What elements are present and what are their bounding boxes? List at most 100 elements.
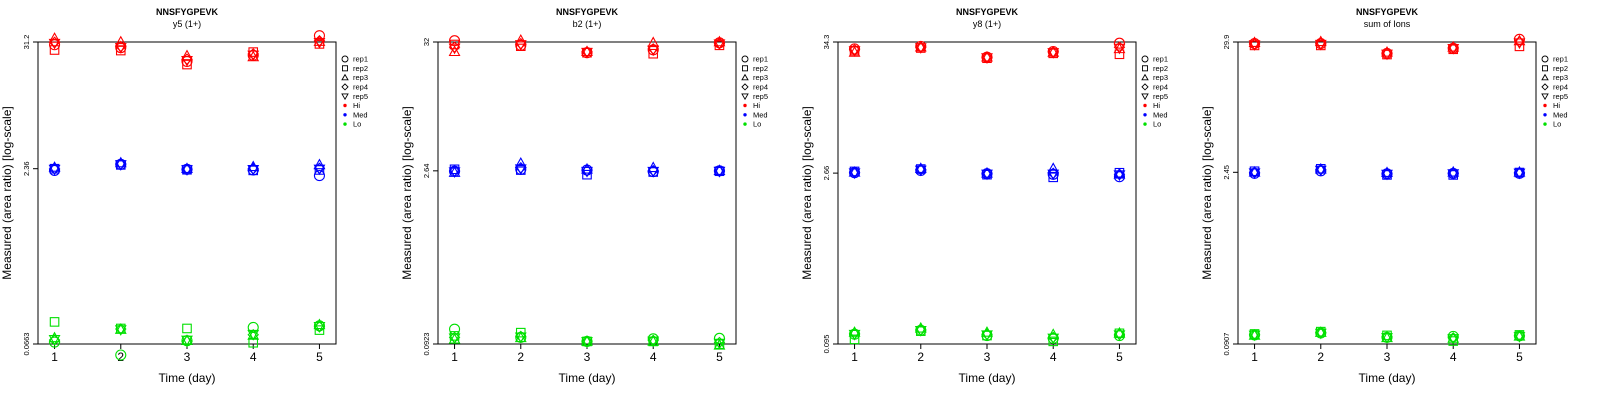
legend-marker-hi xyxy=(343,103,347,108)
data-point-hi-rep3 xyxy=(1447,40,1460,52)
data-point-med-rep3 xyxy=(181,162,193,173)
data-point-lo-rep5 xyxy=(914,326,927,337)
data-point-lo-rep2 xyxy=(314,325,325,335)
data-point-med-rep3 xyxy=(1113,167,1126,179)
legend-label-hi: Hi xyxy=(1553,101,1560,110)
data-point-med-rep5 xyxy=(1513,168,1526,180)
data-point-lo-rep2 xyxy=(49,317,60,327)
y-tick-label: 34.3 xyxy=(822,35,831,50)
legend-label-hi: Hi xyxy=(353,101,360,110)
data-point-hi-rep4 xyxy=(647,43,660,55)
plot-frame xyxy=(37,41,337,345)
data-point-lo-rep5 xyxy=(313,322,326,333)
data-point-med-rep5 xyxy=(48,164,61,176)
data-point-hi-rep5 xyxy=(1314,39,1327,51)
chart-title: NNSFYGPEVK xyxy=(1356,7,1419,17)
data-point-hi-rep5 xyxy=(514,40,527,51)
legend-label-rep5: rep5 xyxy=(1553,92,1568,101)
data-point-lo-rep5 xyxy=(647,336,660,348)
chart-subtitle: y5 (1+) xyxy=(173,19,201,29)
data-point-lo-rep3 xyxy=(1314,326,1327,337)
legend-marker-rep4 xyxy=(741,83,749,91)
y-tick-label: 0.095 xyxy=(822,335,831,354)
x-tick-label: 2 xyxy=(917,350,924,364)
data-point-med-rep5 xyxy=(313,164,326,176)
chart-panel-4: NNSFYGPEVK sum of Ions 1 2 3 4 5 Time (day) 0.09… xyxy=(1200,7,1568,385)
x-tick-label: 1 xyxy=(51,350,58,364)
data-point-hi-rep5 xyxy=(247,50,260,62)
legend-marker-rep1 xyxy=(1541,55,1549,63)
data-point-hi-rep3 xyxy=(1513,34,1526,46)
legend-marker-rep4 xyxy=(1541,83,1549,91)
data-point-lo-rep2 xyxy=(1048,336,1059,347)
chart-panel-1: NNSFYGPEVK y5 (1+) 1 2 3 4 5 Time (day) 0.0663 2.… xyxy=(0,7,368,385)
legend-label-lo: Lo xyxy=(1153,120,1161,129)
data-point-med-rep3 xyxy=(1314,162,1327,174)
data-point-hi-rep5 xyxy=(448,43,461,55)
data-point-lo-rep5 xyxy=(1447,334,1460,345)
data-point-hi-rep5 xyxy=(647,45,660,57)
legend-marker-med xyxy=(1543,113,1547,117)
x-tick-label: 5 xyxy=(1516,350,1523,364)
legend-marker-rep5 xyxy=(1141,93,1149,101)
legend-label-hi: Hi xyxy=(1153,101,1160,110)
x-tick-label: 4 xyxy=(1050,350,1057,364)
data-point-hi-rep5 xyxy=(181,55,193,67)
legend-marker-hi xyxy=(743,103,747,108)
plot-frame xyxy=(1237,41,1537,345)
data-point-med-rep3 xyxy=(713,164,726,175)
legend-marker-rep4 xyxy=(341,83,349,91)
legend-marker-med xyxy=(343,113,347,117)
data-point-med-rep5 xyxy=(1248,168,1261,180)
data-point-hi-rep3 xyxy=(514,34,527,45)
data-point-hi-rep4 xyxy=(181,53,193,65)
data-point-hi-rep3 xyxy=(981,50,993,62)
legend-marker-rep2 xyxy=(742,65,749,72)
y-tick-label: 0.0663 xyxy=(22,333,31,356)
x-tick-label: 1 xyxy=(851,350,858,364)
plot-frame xyxy=(837,41,1137,345)
legend-marker-lo xyxy=(1543,122,1547,126)
x-axis-label: Time (day) xyxy=(959,371,1016,385)
data-point-hi-rep1 xyxy=(849,43,861,55)
data-point-lo-rep5 xyxy=(1113,330,1126,342)
data-point-hi-rep3 xyxy=(48,32,61,43)
x-tick-label: 3 xyxy=(584,350,591,364)
x-tick-label: 4 xyxy=(650,350,657,364)
x-tick-label: 1 xyxy=(1251,350,1258,364)
x-tick-label: 3 xyxy=(984,350,991,364)
legend-label-rep2: rep2 xyxy=(1153,64,1168,73)
data-point-hi-rep5 xyxy=(981,53,993,64)
data-point-hi-rep5 xyxy=(114,43,127,54)
data-point-hi-rep2 xyxy=(1114,49,1125,60)
legend-label-lo: Lo xyxy=(753,120,761,129)
x-tick-label: 2 xyxy=(517,350,524,364)
chart-panel-3: NNSFYGPEVK y8 (1+) 1 2 3 4 5 Time (day) 0.095 2.6… xyxy=(800,7,1168,385)
chart-title: NNSFYGPEVK xyxy=(956,7,1019,17)
data-point-med-rep3 xyxy=(981,166,993,178)
legend-label-med: Med xyxy=(1553,110,1568,119)
data-point-lo-rep1 xyxy=(647,333,659,345)
data-point-lo-rep5 xyxy=(114,325,127,336)
data-point-hi-rep3 xyxy=(114,35,127,47)
y-tick-label: 0.0907 xyxy=(1222,333,1231,356)
data-point-hi-rep2 xyxy=(182,59,192,70)
data-point-hi-rep4 xyxy=(247,48,260,60)
legend-label-rep4: rep4 xyxy=(353,83,368,92)
x-tick-label: 3 xyxy=(1384,350,1391,364)
data-point-med-rep2 xyxy=(582,169,592,180)
data-point-lo-rep3 xyxy=(581,335,593,346)
legend-marker-rep2 xyxy=(1142,65,1149,72)
chart-subtitle: sum of Ions xyxy=(1364,19,1411,29)
legend-marker-rep5 xyxy=(341,93,349,101)
data-point-lo-rep5 xyxy=(713,338,726,350)
data-point-med-rep3 xyxy=(1248,165,1261,177)
data-point-lo-rep5 xyxy=(981,330,993,342)
data-point-hi-rep2 xyxy=(49,45,60,55)
data-point-hi-rep5 xyxy=(1248,40,1261,51)
x-tick-label: 3 xyxy=(184,350,191,364)
chart-subtitle: y8 (1+) xyxy=(973,19,1001,29)
